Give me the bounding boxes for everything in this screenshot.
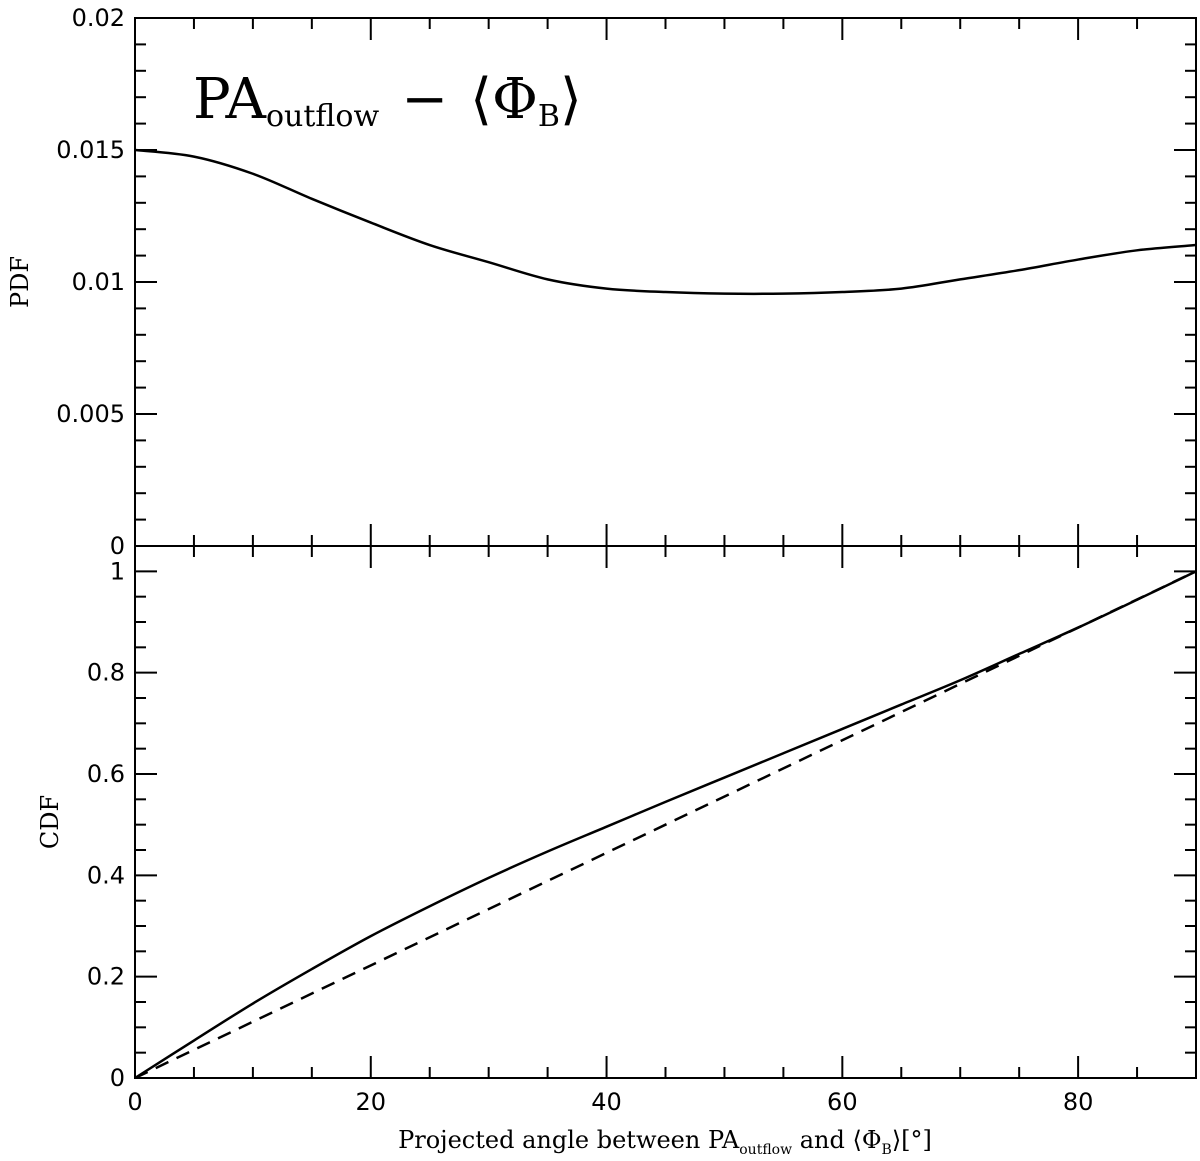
annotation-pa: PA: [193, 67, 267, 132]
y-tick-label: 0: [110, 532, 125, 560]
annotation-right-bracket: ⟩: [560, 67, 582, 132]
cdf-solid-line: [134, 570, 1197, 1080]
cdf-series-group: [134, 570, 1197, 1080]
pdf-tick-marks: [134, 17, 1197, 547]
y-tick-label: 0.2: [87, 963, 125, 991]
annotation-minus: −: [401, 67, 448, 132]
pdf-solid-line: [134, 148, 1197, 296]
y-tick-label: 0.01: [72, 268, 125, 296]
pdf-annotation: PAoutflow − ⟨ΦB⟩: [193, 67, 582, 134]
x-axis-title-suffix: ⟩[°]: [892, 1126, 932, 1154]
y-tick-label: 0.4: [87, 861, 125, 889]
annotation-phi-subscript: B: [538, 99, 560, 134]
annotation-left-bracket: ⟨: [470, 67, 492, 132]
y-tick-label: 0.02: [72, 4, 125, 32]
pdf-y-tick-labels: 0 0.005 0.01 0.015 0.02: [56, 4, 125, 560]
x-tick-label: 20: [356, 1088, 387, 1116]
cdf-plot-frame: [134, 545, 1197, 1079]
annotation-phi: Φ: [492, 67, 538, 132]
pdf-panel: 0 0.005 0.01 0.015 0.02 PDF PAoutflow − ⟨ΦB⟩: [6, 4, 1197, 560]
y-tick-label: 0.005: [56, 400, 125, 428]
cdf-tick-marks: [134, 545, 1197, 1079]
annotation-pa-subscript: outflow: [266, 99, 380, 134]
pdf-y-axis-title: PDF: [6, 256, 34, 308]
y-tick-label: 0.015: [56, 136, 125, 164]
x-tick-label: 80: [1063, 1088, 1094, 1116]
pdf-plot-frame: [134, 17, 1197, 547]
y-tick-label: 0.6: [87, 760, 125, 788]
y-tick-label: 0: [110, 1064, 125, 1092]
pdf-series-group: [134, 148, 1197, 296]
x-axis-title-sub-b: B: [882, 1142, 892, 1158]
cdf-x-tick-labels: 0 20 40 60 80: [127, 1088, 1093, 1116]
cdf-y-tick-labels: 0 0.2 0.4 0.6 0.8 1: [87, 557, 125, 1092]
svg-text:PAoutflow−⟨ΦB⟩: PAoutflow − ⟨ΦB⟩: [193, 67, 582, 134]
x-axis-title-middle: and ⟨Φ: [792, 1126, 881, 1154]
x-tick-label: 40: [591, 1088, 622, 1116]
x-axis-title: Projected angle between PAoutflow and ⟨Φ…: [398, 1126, 932, 1158]
y-tick-label: 1: [110, 557, 125, 585]
x-axis-title-prefix: Projected angle between PA: [398, 1126, 740, 1154]
x-axis-title-sub-outflow: outflow: [739, 1142, 792, 1158]
cdf-dashed-line: [134, 570, 1197, 1080]
x-tick-label: 60: [827, 1088, 858, 1116]
x-tick-label: 0: [127, 1088, 142, 1116]
cdf-y-axis-title: CDF: [36, 795, 64, 849]
y-tick-label: 0.8: [87, 659, 125, 687]
cdf-panel: 0 0.2 0.4 0.6 0.8 1 0 20 40 60 80 CDF Projected a…: [36, 545, 1197, 1158]
